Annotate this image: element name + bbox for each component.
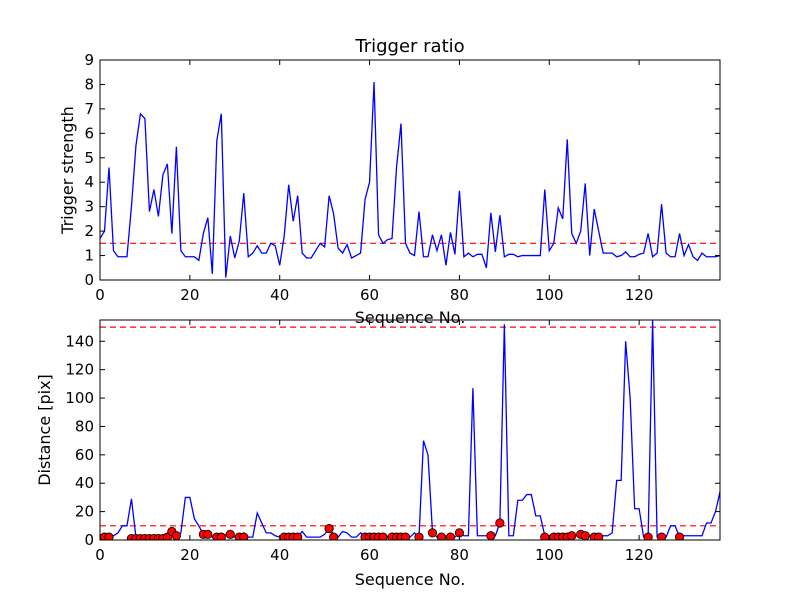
trigger-ratio-panel: Trigger ratio 0 20 40 60 80 100 1200123456789 … bbox=[58, 36, 721, 327]
bottom-x-tick-label: 20 bbox=[180, 546, 199, 564]
bottom-y-tick-label: 60 bbox=[75, 446, 94, 464]
top-x-tick-label: 120 bbox=[625, 286, 654, 304]
top-y-tick-label: 5 bbox=[84, 149, 94, 167]
bottom-marker-point bbox=[203, 529, 213, 539]
bottom-axes-frame bbox=[99, 319, 721, 541]
bottom-x-tick-label: 0 bbox=[95, 546, 105, 564]
bottom-marker-point bbox=[567, 531, 577, 540]
bottom-marker-point bbox=[293, 532, 303, 540]
top-y-tick-label: 3 bbox=[84, 198, 94, 216]
bottom-marker-point bbox=[225, 529, 235, 539]
top-series-line-0 bbox=[100, 81, 720, 278]
bottom-x-axis-label: Sequence No. bbox=[355, 570, 466, 589]
bottom-marker-point bbox=[643, 532, 653, 540]
bottom-marker-point bbox=[378, 532, 388, 540]
top-axis-ticks: 0 20 40 60 80 100 120 0 1 2 3 4 5 6 7 8 9 bbox=[84, 51, 720, 304]
bottom-marker-point bbox=[104, 532, 114, 540]
top-y-tick-label: 7 bbox=[84, 100, 94, 118]
top-y-tick-label: 6 bbox=[84, 124, 94, 142]
distance-panel: 0 20 40 60 80 100 120 0 20 40 60 80 100 120 140 Sequen… bbox=[35, 319, 721, 589]
bottom-y-tick-label: 0 bbox=[84, 531, 94, 549]
bottom-marker-point bbox=[495, 518, 505, 528]
top-x-tick-label: 40 bbox=[270, 286, 289, 304]
bottom-y-tick-label: 80 bbox=[75, 417, 94, 435]
bottom-marker-point bbox=[171, 531, 181, 540]
bottom-marker-point bbox=[580, 531, 590, 540]
top-x-tick-label: 0 bbox=[95, 286, 105, 304]
bottom-y-tick-label: 20 bbox=[75, 503, 94, 521]
bottom-marker-point bbox=[324, 524, 334, 534]
bottom-y-tick-label: 40 bbox=[75, 474, 94, 492]
top-x-tick-label: 100 bbox=[535, 286, 564, 304]
bottom-marker-point bbox=[400, 532, 411, 540]
top-y-tick-label: 4 bbox=[84, 173, 94, 191]
bottom-marker-point bbox=[329, 532, 339, 540]
bottom-axis-ticks: 0 20 40 60 80 100 120 0 20 40 60 80 100 120 140 bbox=[65, 320, 720, 564]
top-y-tick-label: 2 bbox=[84, 222, 94, 240]
top-y-tick-label: 1 bbox=[84, 247, 94, 265]
bottom-marker-point bbox=[436, 532, 447, 540]
top-axes-frame bbox=[99, 59, 721, 281]
bottom-y-tick-label: 100 bbox=[65, 389, 94, 407]
bottom-marker-point bbox=[427, 528, 438, 538]
bottom-y-axis-label: Distance [pix] bbox=[35, 374, 54, 486]
chart-title: Trigger ratio bbox=[354, 36, 464, 57]
bottom-marker-point bbox=[656, 532, 667, 540]
top-y-tick-label: 9 bbox=[84, 51, 94, 69]
bottom-x-tick-label: 100 bbox=[535, 546, 564, 564]
bottom-x-tick-label: 120 bbox=[625, 546, 654, 564]
top-x-axis-label: Sequence No. bbox=[355, 308, 466, 327]
bottom-marker-point bbox=[216, 532, 226, 540]
bottom-marker-point bbox=[674, 532, 685, 540]
bottom-y-tick-label: 120 bbox=[65, 361, 94, 379]
bottom-x-tick-label: 80 bbox=[450, 546, 469, 564]
bottom-marker-point bbox=[414, 532, 424, 540]
bottom-marker-point bbox=[486, 531, 496, 540]
top-x-tick-label: 80 bbox=[450, 286, 469, 304]
top-y-tick-label: 0 bbox=[84, 271, 94, 289]
bottom-marker-point bbox=[445, 532, 456, 540]
top-x-tick-label: 20 bbox=[180, 286, 199, 304]
bottom-y-tick-label: 140 bbox=[65, 332, 94, 350]
bottom-x-tick-label: 60 bbox=[360, 546, 379, 564]
top-y-axis-label: Trigger strength bbox=[58, 106, 77, 235]
bottom-marker-point bbox=[594, 532, 604, 540]
bottom-x-tick-label: 40 bbox=[270, 546, 289, 564]
top-y-tick-label: 8 bbox=[84, 75, 94, 93]
top-x-tick-label: 60 bbox=[360, 286, 379, 304]
bottom-marker-point bbox=[239, 532, 249, 540]
